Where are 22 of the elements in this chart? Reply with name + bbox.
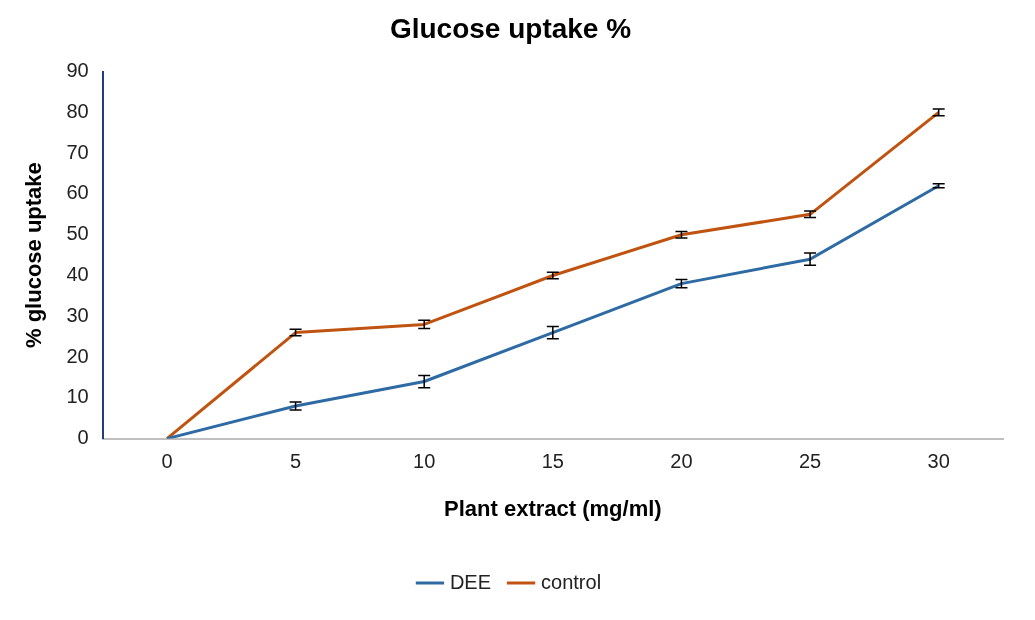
y-tick-label: 50 — [66, 222, 89, 245]
y-tick-label: 90 — [66, 59, 89, 82]
y-tick-label: 10 — [66, 385, 89, 408]
x-tick-label: 15 — [541, 450, 564, 473]
y-tick-label: 60 — [66, 181, 89, 204]
x-axis-title: Plant extract (mg/ml) — [444, 495, 662, 521]
x-tick-label: 5 — [290, 450, 302, 473]
x-tick-label: 25 — [798, 450, 822, 473]
x-tick-label: 30 — [927, 450, 950, 473]
y-tick-label: 40 — [66, 263, 89, 285]
chart-title: Glucose uptake % — [389, 12, 632, 44]
y-tick-label: 30 — [66, 303, 89, 326]
y-tick-label: 0 — [77, 426, 89, 449]
y-tick-label: 70 — [66, 140, 89, 163]
legend-label: DEE — [449, 570, 492, 593]
x-tick-label: 10 — [413, 450, 436, 473]
y-axis-title: % glucose uptake — [21, 162, 47, 349]
y-tick-label: 20 — [66, 344, 89, 367]
x-tick-label: 0 — [161, 450, 173, 473]
x-tick-label: 20 — [670, 450, 693, 473]
legend-label: control — [541, 570, 602, 593]
y-tick-label: 80 — [66, 99, 89, 122]
